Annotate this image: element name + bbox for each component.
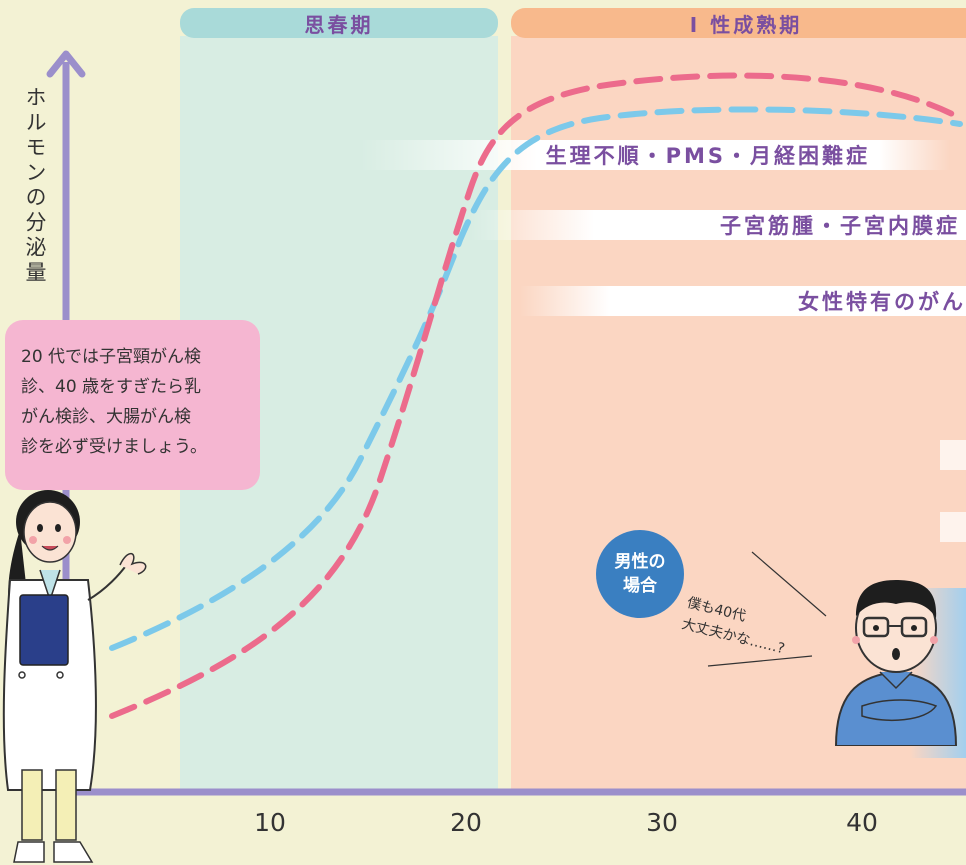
advice-line: 20 代では子宮頸がん検 — [21, 347, 202, 367]
x-tick-40: 40 — [846, 808, 878, 837]
advice-line: がん検診、大腸がん検 — [21, 407, 191, 427]
condition-female-cancers: 女性特有のがん — [520, 286, 966, 316]
x-tick-20: 20 — [450, 808, 482, 837]
doctor-illustration — [2, 490, 147, 863]
condition-stripe-partial — [940, 440, 966, 470]
x-tick-10: 10 — [254, 808, 286, 837]
condition-uterine-fibroids: 子宮筋腫・子宮内膜症 — [470, 210, 966, 240]
estrogen-curve — [109, 72, 963, 719]
advice-line: 診を必ず受けましょう。 — [21, 437, 207, 457]
thought-line — [751, 551, 827, 617]
phase-header-puberty: 思春期 — [180, 8, 498, 38]
male-badge-line: 場合 — [623, 576, 657, 596]
x-tick-30: 30 — [646, 808, 678, 837]
phase-header-sexual-maturity: Ⅰ 性成熟期 — [511, 8, 966, 38]
y-axis-arrow-icon — [46, 50, 86, 78]
thought-line — [707, 655, 813, 667]
male-case-badge: 男性の 場合 — [596, 530, 684, 618]
progesterone-curve — [109, 106, 963, 651]
advice-bubble: 20 代では子宮頸がん検 診、40 歳をすぎたら乳 がん検診、大腸がん検 診を必… — [5, 320, 260, 490]
condition-irregular-menstruation: 生理不順・PMS・月経困難症 — [360, 140, 950, 170]
condition-stripe-partial — [940, 512, 966, 542]
advice-line: 診、40 歳をすぎたら乳 — [21, 377, 202, 397]
y-axis-label: ホルモンの分泌量 — [23, 86, 47, 286]
man-illustration — [834, 580, 958, 746]
male-badge-line: 男性の — [614, 552, 666, 572]
